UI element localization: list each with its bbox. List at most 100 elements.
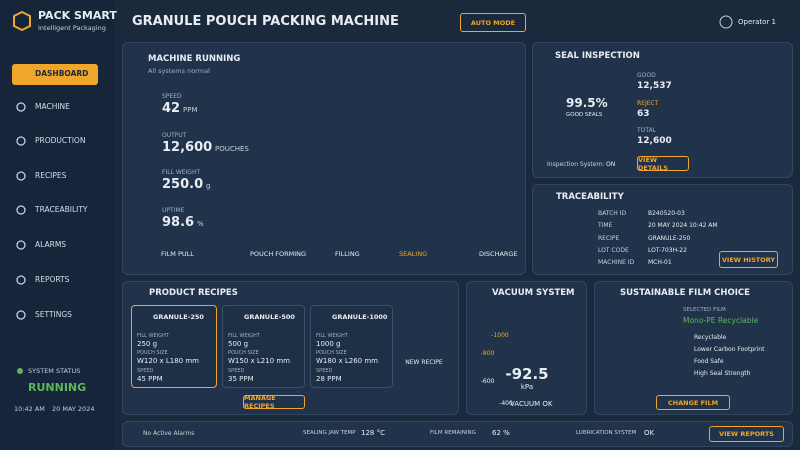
seal-stat-label: TOTAL xyxy=(637,127,657,134)
nav-item[interactable]: TRACEABILITY xyxy=(35,205,88,214)
nav-item[interactable]: DASHBOARD xyxy=(35,69,89,78)
metric-value: 42 xyxy=(162,101,181,116)
nav-item[interactable]: RECIPES xyxy=(35,171,67,180)
gauge-label: -800 xyxy=(480,349,495,357)
metric-unit: POUCHES xyxy=(215,145,249,153)
nav-item[interactable]: PRODUCTION xyxy=(35,136,86,145)
film-name: Mono-PE Recyclable xyxy=(683,316,759,325)
nav-icon xyxy=(16,205,26,215)
nav-icon xyxy=(16,310,26,320)
film-remaining-label: FILM REMAINING xyxy=(430,430,476,436)
metric-label: UPTIME xyxy=(162,207,185,214)
film-feature: Recyclable xyxy=(694,334,727,341)
inspection-label: Inspection System: xyxy=(547,161,605,168)
seal-stat: 12,600 xyxy=(637,136,672,146)
brand-tagline: Intelligent Packaging xyxy=(38,24,106,32)
trace-title: TRACEABILITY xyxy=(556,192,624,202)
alarm-status: No Active Alarms xyxy=(143,430,195,437)
recipe-value: W150 x L210 mm xyxy=(228,357,290,365)
recipe-label: FILL WEIGHT xyxy=(316,333,348,339)
recipe-card[interactable] xyxy=(131,305,217,388)
trace-value: B240520-03 xyxy=(648,210,685,217)
view-details-button[interactable]: VIEW DETAILS xyxy=(637,156,689,172)
film-selected-label: SELECTED FILM xyxy=(683,307,726,313)
metric-unit: % xyxy=(197,220,204,228)
seal-panel xyxy=(532,42,793,178)
lube-label: LUBRICATION SYSTEM xyxy=(576,430,637,436)
nav-item[interactable]: REPORTS xyxy=(35,275,70,284)
metric-label: SPEED xyxy=(162,93,182,100)
status-label: SYSTEM STATUS xyxy=(28,367,81,375)
recipe-value: W180 x L260 mm xyxy=(316,357,378,365)
film-title: SUSTAINABLE FILM CHOICE xyxy=(620,288,750,298)
metric-unit: g xyxy=(206,182,211,190)
recipe-value: 250 g xyxy=(137,340,158,348)
recipe-label: SPEED xyxy=(137,368,154,374)
machine-substatus: All systems normal xyxy=(148,67,210,75)
nav-item[interactable]: SETTINGS xyxy=(35,310,72,319)
nav-icon xyxy=(16,240,26,250)
gauge-label: -1000 xyxy=(491,331,509,339)
vacuum-value: -92.5 xyxy=(505,365,549,383)
recipe-label: FILL WEIGHT xyxy=(137,333,169,339)
metric-value: 250.0 xyxy=(162,177,204,192)
footer-bar xyxy=(122,421,793,447)
view-history-button[interactable]: VIEW HISTORY xyxy=(719,251,778,268)
recipe-label: SPEED xyxy=(228,368,245,374)
gauge-label: -400 xyxy=(499,400,513,408)
recipe-value: W120 x L180 mm xyxy=(137,357,199,365)
status-date: 20 MAY 2024 xyxy=(52,405,95,413)
trace-value: LOT-703H-22 xyxy=(648,246,687,254)
seal-stat-label: REJECT xyxy=(637,100,659,107)
new-recipe-label: NEW RECIPE xyxy=(405,359,443,366)
trace-label: RECIPE xyxy=(598,234,620,242)
nav-icon xyxy=(16,171,26,181)
status-time: 10:42 AM xyxy=(14,405,45,413)
user-name: Operator 1 xyxy=(738,18,777,26)
film-feature: Food Safe xyxy=(694,358,724,365)
step-label: FILM PULL xyxy=(161,250,194,258)
nav-item[interactable]: MACHINE xyxy=(35,102,70,111)
film-panel xyxy=(594,281,793,415)
logo xyxy=(13,10,31,32)
recipe-value: 45 PPM xyxy=(137,375,163,383)
lube-state: OK xyxy=(644,429,655,437)
trace-label: MACHINE ID xyxy=(598,259,635,267)
seal-stat-label: GOOD xyxy=(637,72,656,79)
recipe-label: SPEED xyxy=(316,368,333,374)
change-film-button[interactable]: CHANGE FILM xyxy=(656,395,730,410)
page-title: GRANULE POUCH PACKING MACHINE xyxy=(132,14,399,29)
step-label: SEALING xyxy=(399,250,428,258)
trace-value: GRANULE-250 xyxy=(648,234,691,242)
metric-unit: PPM xyxy=(183,106,198,114)
view-reports-button[interactable]: VIEW REPORTS xyxy=(709,426,784,442)
recipe-name: GRANULE-250 xyxy=(153,313,204,321)
traceability-panel xyxy=(532,184,793,275)
trace-value: 20 MAY 2024 10:42 AM xyxy=(648,222,718,230)
recipe-card[interactable] xyxy=(222,305,305,388)
recipe-card[interactable] xyxy=(310,305,393,388)
seal-title: SEAL INSPECTION xyxy=(555,51,640,61)
recipe-label: FILL WEIGHT xyxy=(228,333,260,339)
gauge-label: -600 xyxy=(480,378,495,386)
film-feature: Lower Carbon Footprint xyxy=(694,346,765,353)
nav-icon xyxy=(16,275,26,285)
auto-mode-button[interactable]: AUTO MODE xyxy=(460,13,526,32)
seal-stat: 12,537 xyxy=(637,81,672,91)
machine-panel xyxy=(122,42,526,275)
vacuum-title: VACUUM SYSTEM xyxy=(492,288,575,298)
film-feature: High Seal Strength xyxy=(694,370,751,377)
brand-name: PACK SMART xyxy=(38,9,117,22)
step-label: FILLING xyxy=(335,250,360,258)
nav-active[interactable] xyxy=(12,64,98,85)
recipe-name: GRANULE-500 xyxy=(244,313,295,321)
seal-stat: 63 xyxy=(637,109,650,119)
machine-status: MACHINE RUNNING xyxy=(148,54,241,64)
metric-label: FILL WEIGHT xyxy=(162,169,201,176)
trace-label: TIME xyxy=(598,222,613,230)
nav-item[interactable]: ALARMS xyxy=(35,240,67,249)
user-icon xyxy=(719,15,733,29)
recipe-value: 1000 g xyxy=(316,340,341,348)
manage-recipes-button[interactable]: MANAGE RECIPES xyxy=(243,394,305,410)
